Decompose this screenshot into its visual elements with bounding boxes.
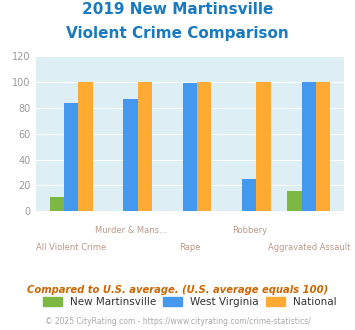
Text: All Violent Crime: All Violent Crime bbox=[36, 243, 106, 251]
Bar bbox=[64, 103, 78, 211]
Text: 2019 New Martinsville: 2019 New Martinsville bbox=[82, 2, 273, 16]
Bar bbox=[50, 197, 64, 211]
Text: © 2025 CityRating.com - https://www.cityrating.com/crime-statistics/: © 2025 CityRating.com - https://www.city… bbox=[45, 317, 310, 326]
Bar bbox=[287, 190, 302, 211]
Bar bbox=[316, 82, 330, 211]
Text: Compared to U.S. average. (U.S. average equals 100): Compared to U.S. average. (U.S. average … bbox=[27, 285, 328, 295]
Legend: New Martinsville, West Virginia, National: New Martinsville, West Virginia, Nationa… bbox=[43, 297, 337, 307]
Bar bbox=[302, 82, 316, 211]
Bar bbox=[138, 82, 152, 211]
Text: Robbery: Robbery bbox=[232, 226, 267, 235]
Bar bbox=[197, 82, 211, 211]
Text: Aggravated Assault: Aggravated Assault bbox=[268, 243, 350, 251]
Bar bbox=[124, 99, 138, 211]
Bar bbox=[242, 179, 256, 211]
Text: Violent Crime Comparison: Violent Crime Comparison bbox=[66, 26, 289, 41]
Text: Murder & Mans...: Murder & Mans... bbox=[94, 226, 166, 235]
Bar bbox=[256, 82, 271, 211]
Text: Rape: Rape bbox=[179, 243, 201, 251]
Bar bbox=[78, 82, 93, 211]
Bar bbox=[183, 83, 197, 211]
